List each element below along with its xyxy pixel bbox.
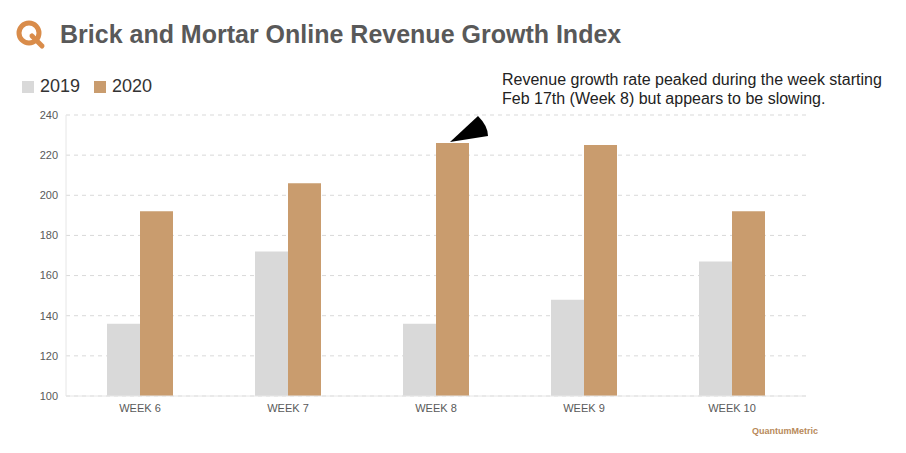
html-text:2020: 2020	[112, 76, 153, 96]
svg-text:100: 100	[40, 390, 58, 402]
svg-text:240: 240	[40, 109, 58, 121]
svg-text:WEEK 6: WEEK 6	[119, 402, 161, 414]
svg-text:WEEK 10: WEEK 10	[708, 402, 756, 414]
svg-text:WEEK 8: WEEK 8	[415, 402, 457, 414]
svg-text:WEEK 7: WEEK 7	[267, 402, 309, 414]
svg-text:220: 220	[40, 149, 58, 161]
svg-text:WEEK 9: WEEK 9	[563, 402, 605, 414]
html-text:Revenue growth rate peaked dur: Revenue growth rate peaked during the we…	[502, 71, 882, 107]
svg-text:120: 120	[40, 350, 58, 362]
html-text:QuantumMetric: QuantumMetric	[752, 426, 818, 436]
svg-text:180: 180	[40, 229, 58, 241]
html-text:2019: 2019	[40, 76, 80, 96]
svg-text:160: 160	[40, 269, 58, 281]
html-text:Brick and Mortar Online Revenu: Brick and Mortar Online Revenue Growth I…	[60, 20, 622, 48]
svg-text:200: 200	[40, 189, 58, 201]
svg-text:140: 140	[40, 310, 58, 322]
